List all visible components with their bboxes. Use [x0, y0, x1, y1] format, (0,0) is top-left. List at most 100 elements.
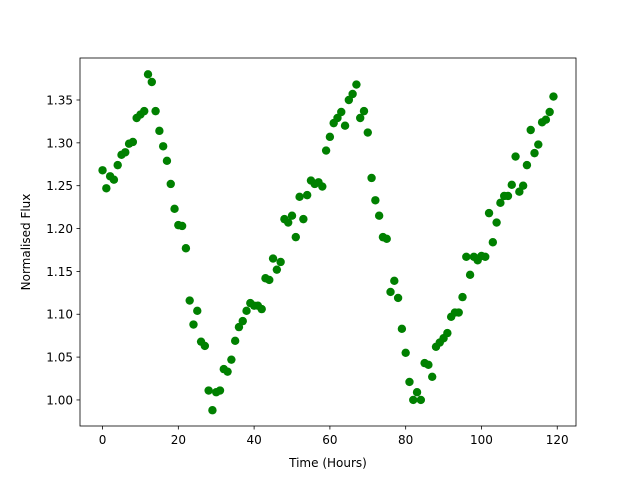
scatter-point	[518, 181, 528, 190]
scatter-point	[121, 148, 130, 157]
x-tick-label: 60	[322, 433, 337, 447]
scatter-point	[534, 140, 543, 149]
scatter-point	[484, 208, 494, 218]
scatter-point	[181, 244, 191, 253]
y-tick-label: 1.00	[46, 393, 73, 407]
y-tick-label: 1.30	[46, 136, 73, 150]
scatter-point	[128, 137, 138, 147]
x-tick-label: 20	[171, 433, 186, 447]
scatter-point	[102, 184, 111, 193]
scatter-point	[234, 322, 244, 332]
scatter-point	[522, 160, 532, 170]
scatter-point	[340, 121, 350, 130]
scatter-point	[549, 92, 558, 101]
scatter-point	[337, 107, 346, 117]
scatter-point	[352, 80, 361, 89]
scatter-point	[113, 160, 122, 170]
scatter-point	[299, 214, 308, 224]
scatter-point	[265, 275, 274, 285]
x-tick-label: 80	[398, 433, 413, 447]
scatter-point	[230, 336, 240, 346]
x-tick-label: 100	[470, 433, 493, 447]
scatter-point	[227, 355, 236, 364]
scatter-point	[147, 77, 157, 87]
scatter-point	[454, 308, 463, 317]
scatter-point	[374, 211, 384, 220]
scatter-point	[140, 106, 149, 116]
scatter-point	[185, 296, 194, 305]
scatter-point	[356, 113, 365, 123]
scatter-point	[321, 146, 331, 155]
scatter-point	[200, 341, 210, 351]
scatter-point	[189, 320, 198, 329]
scatter-point	[257, 304, 266, 314]
scatter-point	[223, 367, 232, 376]
scatter-point	[412, 388, 422, 397]
scatter-point	[382, 234, 391, 244]
scatter-point	[428, 372, 437, 382]
scatter-point	[401, 348, 410, 358]
scatter-point	[166, 179, 175, 189]
scatter-point	[488, 238, 498, 247]
y-tick-label: 1.10	[46, 308, 73, 322]
scatter-point	[496, 198, 505, 208]
scatter-point	[238, 316, 247, 326]
scatter-point	[287, 211, 297, 220]
scatter-point	[109, 175, 119, 184]
scatter-point	[276, 257, 285, 267]
y-tick-label: 1.05	[46, 351, 73, 365]
x-tick-label: 0	[99, 433, 107, 447]
scatter-point	[386, 287, 395, 297]
plot-frame	[79, 57, 577, 427]
scatter-point	[515, 187, 524, 196]
scatter-point	[318, 182, 327, 191]
scatter-point	[344, 95, 354, 105]
scatter-point	[462, 252, 471, 262]
scatter-point	[295, 192, 304, 202]
scatter-point	[333, 113, 342, 123]
y-tick-label: 1.25	[46, 179, 73, 193]
scatter-point	[162, 156, 172, 166]
scatter-point	[503, 191, 513, 201]
scatter-point	[268, 254, 278, 263]
scatter-point	[215, 386, 225, 395]
scatter-point	[530, 148, 539, 158]
scatter-point	[143, 70, 153, 79]
scatter-point	[151, 106, 160, 116]
scatter-point	[177, 221, 187, 231]
x-tick-label: 40	[246, 433, 261, 447]
scatter-point	[291, 232, 300, 242]
scatter-point	[367, 173, 376, 183]
scatter-point	[284, 218, 293, 227]
scatter-point	[458, 292, 467, 302]
scatter-point	[325, 132, 335, 142]
scatter-point	[390, 276, 399, 286]
y-tick-label: 1.35	[46, 93, 73, 107]
scatter-point	[511, 152, 520, 161]
x-axis-label: Time (Hours)	[288, 456, 367, 470]
x-tick-label: 120	[546, 433, 569, 447]
scatter-point	[424, 360, 433, 370]
scatter-point	[481, 252, 490, 262]
scatter-point	[443, 328, 452, 338]
scatter-point	[348, 89, 357, 99]
scatter-point	[155, 126, 164, 136]
scatter-point	[393, 293, 403, 303]
scatter-point	[405, 377, 414, 387]
scatter-point	[208, 406, 217, 415]
scatter-point	[359, 106, 369, 116]
scatter-point	[541, 115, 551, 124]
scatter-point	[98, 166, 107, 175]
scatter-point	[302, 190, 312, 200]
scatter-point	[409, 395, 418, 405]
scatter-point	[526, 125, 535, 135]
y-tick-label: 1.20	[46, 222, 73, 236]
scatter-point	[507, 180, 516, 190]
scatter-point	[465, 270, 475, 280]
scatter-point	[272, 265, 282, 274]
y-axis-label: Normalised Flux	[19, 194, 33, 291]
scatter-point	[170, 204, 179, 214]
scatter-point	[193, 306, 202, 316]
scatter-point	[545, 107, 554, 117]
